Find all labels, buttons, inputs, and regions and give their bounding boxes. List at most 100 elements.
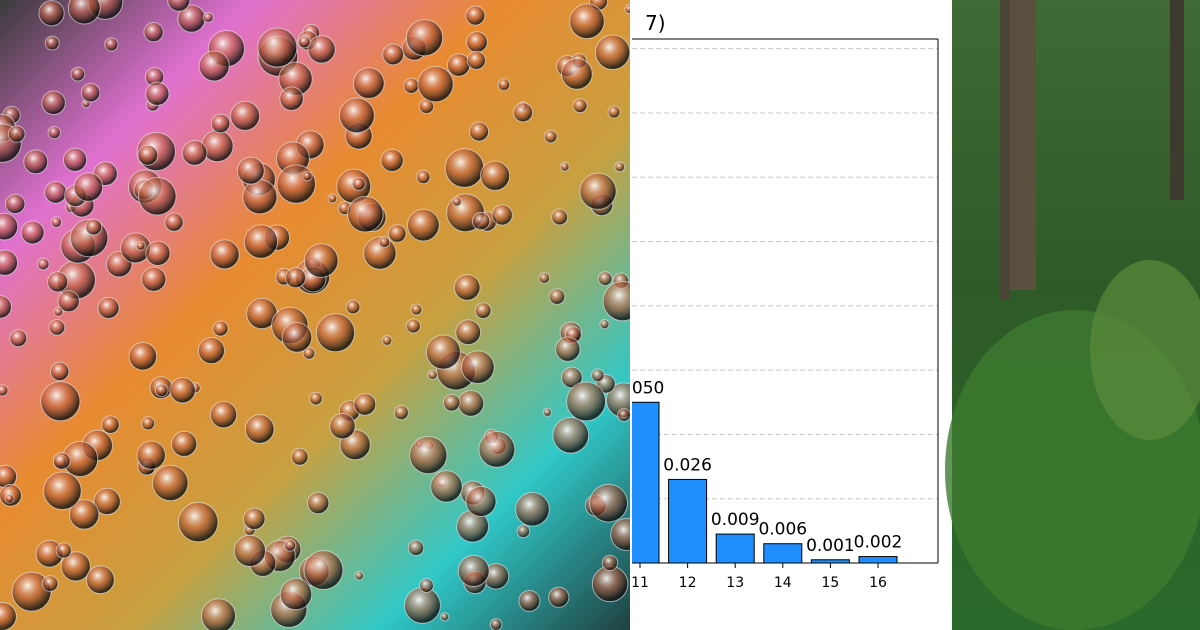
drop — [145, 81, 170, 106]
drop — [243, 224, 279, 259]
drop — [281, 322, 313, 353]
drop — [353, 392, 377, 416]
drop — [43, 471, 82, 511]
drop — [23, 149, 49, 175]
drop — [0, 384, 9, 397]
drop — [164, 212, 184, 232]
drop — [552, 416, 590, 454]
drop — [410, 303, 423, 316]
drop — [381, 335, 393, 346]
drop — [308, 391, 323, 406]
drop — [62, 147, 88, 172]
drop — [378, 236, 391, 248]
drop — [417, 65, 454, 103]
drop — [41, 575, 59, 592]
drop — [4, 493, 15, 504]
drop — [52, 452, 71, 470]
drop — [290, 447, 309, 466]
drop — [457, 554, 490, 588]
drop — [518, 589, 541, 612]
drop — [85, 218, 103, 236]
drop — [138, 177, 177, 216]
drop — [306, 491, 330, 515]
drop — [171, 430, 198, 457]
drop — [104, 37, 119, 52]
drop — [589, 483, 628, 523]
drop — [416, 169, 431, 185]
x-tick-label: 14 — [774, 575, 792, 591]
drop — [303, 243, 339, 278]
drop — [354, 570, 364, 581]
drop — [36, 257, 50, 271]
drop — [303, 550, 344, 590]
drop — [407, 539, 425, 557]
drop — [200, 598, 237, 630]
drop — [68, 499, 100, 530]
drop — [468, 121, 490, 142]
drop — [244, 414, 275, 444]
drop — [135, 240, 146, 251]
drop — [230, 100, 261, 131]
drop — [479, 160, 511, 191]
drop — [451, 196, 462, 207]
drop — [548, 288, 566, 305]
drop — [0, 212, 19, 241]
drop — [393, 404, 409, 421]
drop — [0, 295, 12, 319]
drop — [465, 5, 486, 26]
drop — [202, 11, 214, 23]
drop — [60, 551, 91, 582]
bar — [715, 533, 755, 564]
drop — [198, 50, 230, 82]
drop — [338, 97, 375, 134]
drop — [444, 148, 485, 188]
drop — [591, 565, 629, 603]
drop — [97, 296, 120, 319]
drop — [7, 125, 26, 143]
x-tick-label: 12 — [679, 575, 697, 591]
bar — [763, 543, 803, 564]
drop — [0, 601, 17, 630]
drop — [257, 27, 298, 68]
drop — [209, 400, 238, 429]
drop — [607, 105, 621, 119]
drop — [209, 239, 240, 270]
drop — [167, 0, 191, 12]
value-label: 0.006 — [758, 520, 807, 540]
chart-title: 7) — [645, 11, 666, 35]
drop — [597, 271, 613, 286]
drop — [41, 90, 66, 116]
drop — [141, 416, 156, 431]
drop — [169, 377, 196, 404]
drop — [141, 266, 167, 292]
drop — [466, 50, 486, 70]
value-label: 0.050 — [616, 378, 665, 398]
drop — [38, 0, 65, 27]
drop — [152, 464, 189, 502]
drop — [601, 554, 619, 572]
drop — [555, 336, 581, 362]
bar — [632, 401, 660, 564]
drop — [347, 195, 384, 233]
drop — [40, 381, 81, 422]
drop — [181, 140, 208, 166]
drop — [579, 172, 617, 210]
drop — [329, 412, 356, 440]
drop — [465, 485, 497, 518]
drop — [590, 368, 605, 383]
drop — [85, 565, 115, 595]
drop — [446, 53, 471, 77]
drop — [538, 272, 551, 284]
drop — [466, 31, 488, 53]
drop — [387, 224, 407, 243]
drop — [55, 542, 72, 559]
drop — [53, 306, 64, 317]
drop — [137, 144, 159, 166]
drop — [242, 179, 278, 215]
drop — [233, 534, 266, 567]
drop — [427, 369, 438, 381]
drop — [474, 302, 492, 319]
drop — [352, 67, 385, 99]
drop — [440, 612, 450, 622]
